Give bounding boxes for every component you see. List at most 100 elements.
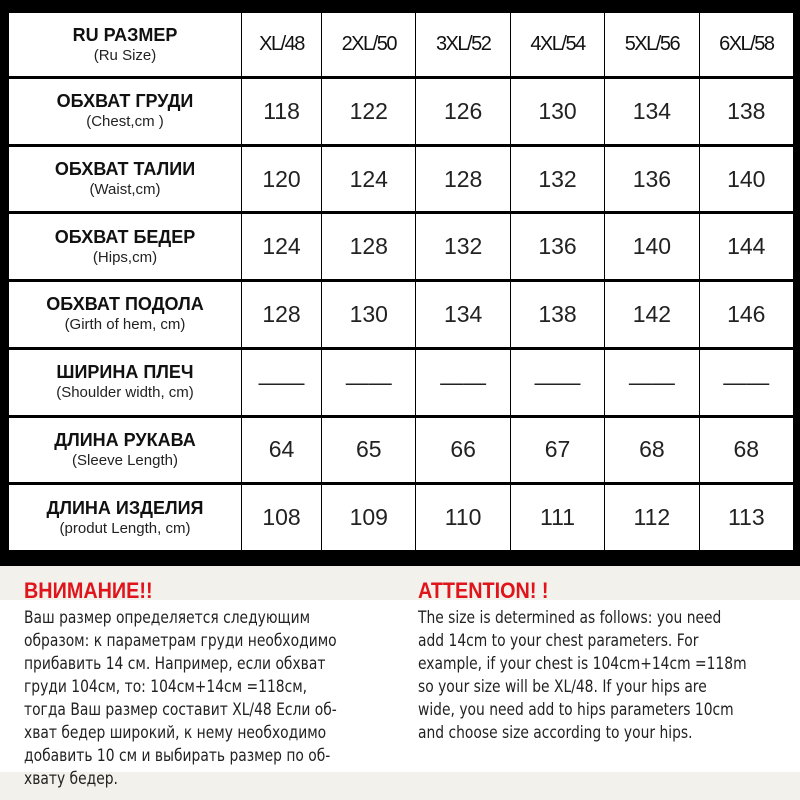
label-en: (Shoulder width, cm): [56, 384, 194, 402]
row-label-cell: ДЛИНА РУКАВА (Sleeve Length): [8, 414, 242, 486]
value-cell: 128: [415, 143, 511, 215]
notice-line: wide, you need add to hips parameters 10…: [418, 700, 734, 719]
table-row: ШИРИНА ПЛЕЧ (Shoulder width, cm) —— —— —— —— —…: [8, 346, 795, 418]
value-cell: 68: [698, 414, 795, 486]
value-cell: 142: [604, 279, 700, 350]
label-ru: ОБХВАТ ПОДОЛА: [46, 294, 204, 315]
value-cell: 109: [321, 482, 417, 553]
value-cell: ——: [240, 346, 323, 418]
value-cell: ——: [509, 346, 606, 418]
value-cell: 67: [509, 414, 606, 486]
value-cell: 112: [604, 482, 700, 553]
value-cell: 134: [604, 76, 700, 147]
size-table: RU РАЗМЕР (Ru Size) XL/48 2XL/50 3XL/52 4XL/5…: [8, 10, 795, 553]
row-label-cell: ОБХВАТ ПОДОЛА (Girth of hem, cm): [8, 279, 242, 350]
value-cell: 130: [321, 279, 417, 350]
value-cell: 130: [509, 76, 606, 147]
value-cell: 118: [240, 76, 323, 147]
label-ru: ШИРИНА ПЛЕЧ: [56, 362, 194, 383]
value-cell: 136: [509, 211, 606, 283]
label-en: (Waist,cm): [89, 181, 161, 199]
row-label-cell: ДЛИНА ИЗДЕЛИЯ (produt Length, cm): [8, 482, 242, 553]
value-cell: 124: [240, 211, 323, 283]
value-cell: 108: [240, 482, 323, 553]
label-ru: ОБХВАТ БЕДЕР: [54, 226, 196, 247]
value-cell: 126: [415, 76, 511, 147]
table-row: ОБХВАТ ГРУДИ (Chest,cm ) 118 122 126 130 134 13…: [8, 76, 795, 147]
size-header-cell: XL/48: [240, 10, 323, 79]
value-cell: 144: [698, 211, 795, 283]
notice-text-en: The size is determined as follows: you n…: [418, 606, 747, 744]
row-label-cell: ОБХВАТ ТАЛИИ (Waist,cm): [8, 143, 242, 215]
value-cell: ——: [321, 346, 417, 418]
label-en: (Chest,cm ): [86, 113, 164, 131]
value-cell: 128: [321, 211, 417, 283]
label-ru: RU РАЗМЕР: [72, 24, 178, 45]
notice-line: so your size will be XL/48. If your hips…: [418, 677, 707, 696]
value-cell: 128: [240, 279, 323, 350]
size-header-cell: 2XL/50: [321, 10, 417, 79]
label-ru: ОБХВАТ ТАЛИИ: [54, 159, 196, 180]
value-cell: 111: [509, 482, 606, 553]
notice-line: образом: к параметрам груди необходимо: [24, 631, 337, 650]
value-cell: 65: [321, 414, 417, 486]
notice-line: груди 104см, то: 104см+14см =118см,: [24, 677, 308, 696]
notice-line: example, if your chest is 104cm+14cm =11…: [418, 654, 747, 673]
value-cell: ——: [604, 346, 700, 418]
value-cell: 138: [509, 279, 606, 350]
notice-band: [0, 600, 800, 772]
size-header-cell: 3XL/52: [415, 10, 511, 79]
label-en: (Ru Size): [93, 46, 157, 64]
notice-title-en: ATTENTION! !: [418, 578, 549, 603]
notice-line: добавить 10 см и выбирать размер по об-: [24, 746, 331, 765]
table-row: ОБХВАТ БЕДЕР (Hips,cm) 124 128 132 136 140 144: [8, 211, 795, 283]
size-header-cell: 5XL/56: [604, 10, 700, 79]
label-en: (produt Length, cm): [59, 519, 191, 537]
table-row: ДЛИНА ИЗДЕЛИЯ (produt Length, cm) 108 109 11…: [8, 482, 795, 553]
header-label-cell: RU РАЗМЕР (Ru Size): [8, 10, 242, 79]
value-cell: 132: [509, 143, 606, 215]
value-cell: ——: [698, 346, 795, 418]
value-cell: 68: [604, 414, 700, 486]
notice-line: and choose size according to your hips.: [418, 723, 693, 742]
value-cell: 132: [415, 211, 511, 283]
notice-text-ru: Ваш размер определяется следующим образом…: [24, 606, 337, 790]
label-en: (Sleeve Length): [72, 451, 178, 469]
notice-line: Ваш размер определяется следующим: [24, 608, 311, 627]
notice-line: add 14cm to your chest parameters. For: [418, 631, 699, 650]
table-row: ОБХВАТ ПОДОЛА (Girth of hem, cm) 128 130 134…: [8, 279, 795, 350]
value-cell: 138: [698, 76, 795, 147]
table-row: ДЛИНА РУКАВА (Sleeve Length) 64 65 66 67 68 68: [8, 414, 795, 486]
header-row: RU РАЗМЕР (Ru Size) XL/48 2XL/50 3XL/52 4XL/5…: [8, 10, 795, 79]
notice-line: хват бедер широкий, к нему необходимо: [24, 723, 327, 742]
value-cell: 64: [240, 414, 323, 486]
value-cell: 110: [415, 482, 511, 553]
row-label-cell: ОБХВАТ БЕДЕР (Hips,cm): [8, 211, 242, 283]
value-cell: 134: [415, 279, 511, 350]
notice-line: The size is determined as follows: you n…: [418, 608, 722, 627]
value-cell: 66: [415, 414, 511, 486]
label-ru: ОБХВАТ ГРУДИ: [56, 91, 194, 112]
value-cell: 120: [240, 143, 323, 215]
label-en: (Hips,cm): [92, 248, 158, 266]
label-en: (Girth of hem, cm): [64, 316, 186, 334]
value-cell: 140: [604, 211, 700, 283]
value-cell: ——: [415, 346, 511, 418]
value-cell: 140: [698, 143, 795, 215]
label-ru: ДЛИНА ИЗДЕЛИЯ: [46, 497, 204, 518]
label-ru: ДЛИНА РУКАВА: [54, 429, 196, 450]
value-cell: 136: [604, 143, 700, 215]
value-cell: 124: [321, 143, 417, 215]
row-label-cell: ОБХВАТ ГРУДИ (Chest,cm ): [8, 76, 242, 147]
notice-line: прибавить 14 см. Например, если обхват: [24, 654, 326, 673]
notice-title-ru: ВНИМАНИЕ!!: [24, 578, 153, 603]
row-label-cell: ШИРИНА ПЛЕЧ (Shoulder width, cm): [8, 346, 242, 418]
value-cell: 122: [321, 76, 417, 147]
notice-line: тогда Ваш размер составит XL/48 Если об-: [24, 700, 337, 719]
size-header-cell: 6XL/58: [698, 10, 795, 79]
notice-line: хвату бедер.: [24, 769, 118, 788]
size-header-cell: 4XL/54: [509, 10, 606, 79]
value-cell: 113: [698, 482, 795, 553]
table-row: ОБХВАТ ТАЛИИ (Waist,cm) 120 124 128 132 136 140: [8, 143, 795, 215]
value-cell: 146: [698, 279, 795, 350]
